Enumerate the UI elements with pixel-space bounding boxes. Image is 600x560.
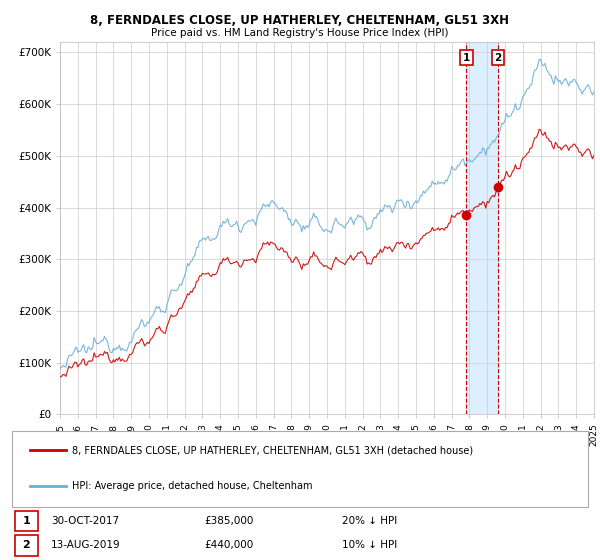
Text: 30-OCT-2017: 30-OCT-2017 xyxy=(51,516,119,526)
Text: 8, FERNDALES CLOSE, UP HATHERLEY, CHELTENHAM, GL51 3XH: 8, FERNDALES CLOSE, UP HATHERLEY, CHELTE… xyxy=(91,14,509,27)
Text: 13-AUG-2019: 13-AUG-2019 xyxy=(51,540,121,550)
Text: £440,000: £440,000 xyxy=(204,540,253,550)
Text: 1: 1 xyxy=(463,53,470,63)
Text: 8, FERNDALES CLOSE, UP HATHERLEY, CHELTENHAM, GL51 3XH (detached house): 8, FERNDALES CLOSE, UP HATHERLEY, CHELTE… xyxy=(72,445,473,455)
Text: £385,000: £385,000 xyxy=(204,516,253,526)
Bar xyxy=(466,42,498,414)
Text: HPI: Average price, detached house, Cheltenham: HPI: Average price, detached house, Chel… xyxy=(72,480,313,491)
Text: 1: 1 xyxy=(23,516,30,526)
Text: 20% ↓ HPI: 20% ↓ HPI xyxy=(342,516,397,526)
Text: 10% ↓ HPI: 10% ↓ HPI xyxy=(342,540,397,550)
Text: Price paid vs. HM Land Registry's House Price Index (HPI): Price paid vs. HM Land Registry's House … xyxy=(151,28,449,38)
Text: 2: 2 xyxy=(494,53,502,63)
Text: 2: 2 xyxy=(23,540,30,550)
